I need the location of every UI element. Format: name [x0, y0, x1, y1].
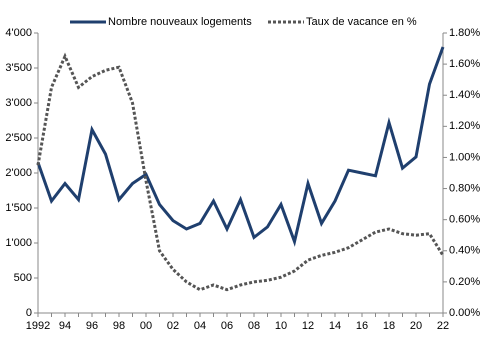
x-tick-label: 96 [86, 320, 98, 332]
x-tick-label: 00 [140, 320, 152, 332]
x-tick-label: 94 [59, 320, 71, 332]
y2-tick-label: 1.20% [449, 120, 480, 132]
x-tick-label: 22 [437, 320, 449, 332]
legend-label: Nombre nouveaux logements [108, 16, 252, 28]
y-tick-label: 2'500 [5, 132, 32, 144]
x-tick-label: 18 [383, 320, 395, 332]
y-tick-label: 3'000 [5, 97, 32, 109]
y-tick-label: 500 [14, 272, 32, 284]
x-tick-label: 1992 [26, 320, 50, 332]
y-tick-label: 3'500 [5, 62, 32, 74]
x-tick-label: 98 [113, 320, 125, 332]
y2-tick-label: 1.40% [449, 89, 480, 101]
x-tick-label: 06 [221, 320, 233, 332]
y-tick-label: 0 [26, 307, 32, 319]
y2-tick-label: 1.00% [449, 151, 480, 163]
series-line [36, 46, 445, 247]
y2-tick-label: 0.60% [449, 214, 480, 226]
x-tick-label: 16 [356, 320, 368, 332]
y2-tick-label: 0.40% [449, 245, 480, 257]
x-tick-label: 02 [167, 320, 179, 332]
x-tick-label: 14 [329, 320, 341, 332]
y-tick-label: 1'500 [5, 202, 32, 214]
x-tick-label: 10 [275, 320, 287, 332]
y2-tick-label: 0.80% [449, 182, 480, 194]
y2-tick-label: 1.60% [449, 58, 480, 70]
x-tick-label: 04 [194, 320, 206, 332]
x-tick-label: 08 [248, 320, 260, 332]
y2-tick-label: 1.80% [449, 27, 480, 39]
y2-tick-label: 0.20% [449, 276, 480, 288]
y2-tick-label: 0.00% [449, 307, 480, 319]
y-tick-label: 2'000 [5, 167, 32, 179]
y-tick-label: 1'000 [5, 237, 32, 249]
y-tick-label: 4'000 [5, 27, 32, 39]
series-line [36, 52, 445, 292]
legend-label: Taux de vacance en % [306, 16, 417, 28]
x-tick-label: 20 [410, 320, 422, 332]
x-tick-label: 12 [302, 320, 314, 332]
